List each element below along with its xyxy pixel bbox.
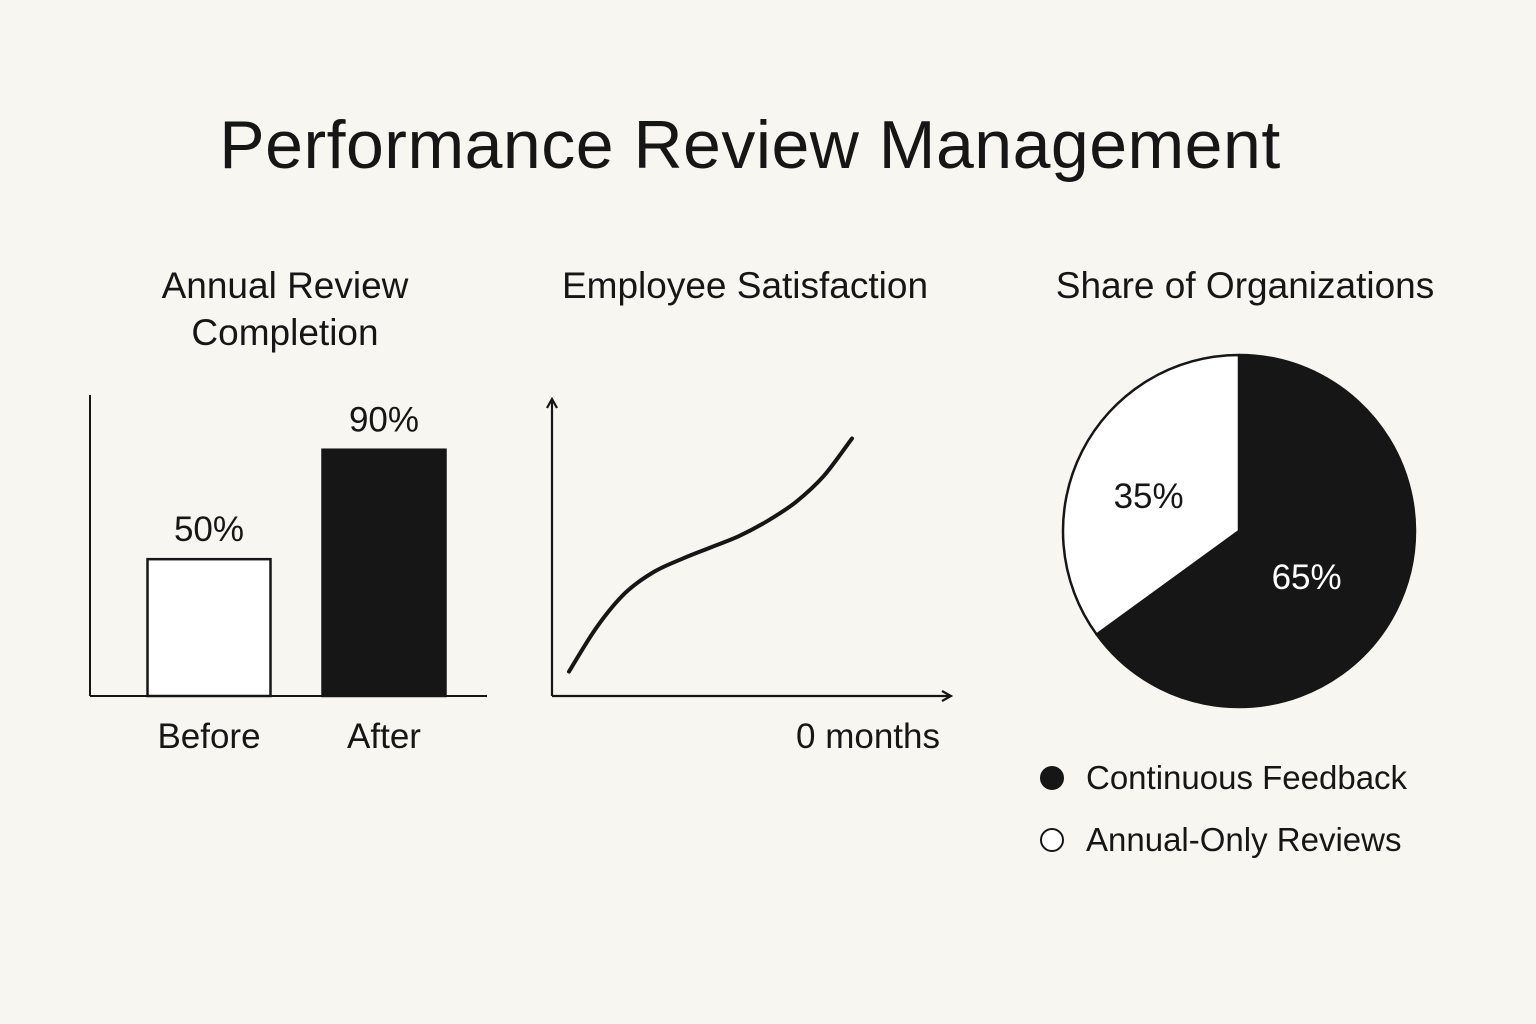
bar-category-label: Before: [157, 717, 260, 756]
line-chart-title: Employee Satisfaction: [561, 265, 929, 306]
pie-slice-value-label: 35%: [1114, 477, 1184, 516]
bar-value-label: 90%: [349, 401, 419, 440]
pie-chart-title: Share of Organizations: [1055, 265, 1435, 306]
bar-chart-title: Annual Review Completion: [161, 265, 409, 353]
bar-chart: 50% Before 90% After: [89, 395, 487, 756]
satisfaction-curve: [567, 436, 854, 674]
bar-value-label: 50%: [174, 510, 244, 549]
legend-item-continuous-feedback: Continuous Feedback: [1040, 758, 1407, 798]
line-chart: 0 months: [552, 399, 951, 756]
legend-item-annual-only-reviews: Annual-Only Reviews: [1040, 820, 1401, 860]
bar-category-label: After: [347, 717, 421, 756]
bar-after: [321, 448, 447, 698]
legend-label: Annual-Only Reviews: [1086, 821, 1402, 858]
legend-label: Continuous Feedback: [1086, 759, 1408, 796]
page-title: Performance Review Management: [219, 107, 1281, 183]
bar-before: [146, 557, 272, 698]
legend-filled-circle-icon: [1040, 766, 1064, 790]
legend-empty-circle-icon: [1040, 828, 1064, 852]
pie-slice-value-label: 65%: [1272, 558, 1342, 597]
pie-slice-annual-only-reviews: [1061, 353, 1241, 636]
line-x-axis-label: 0 months: [796, 717, 940, 756]
pie-slice-continuous-feedback: [1095, 353, 1417, 709]
pie-chart: 65% 35%: [1061, 353, 1417, 709]
